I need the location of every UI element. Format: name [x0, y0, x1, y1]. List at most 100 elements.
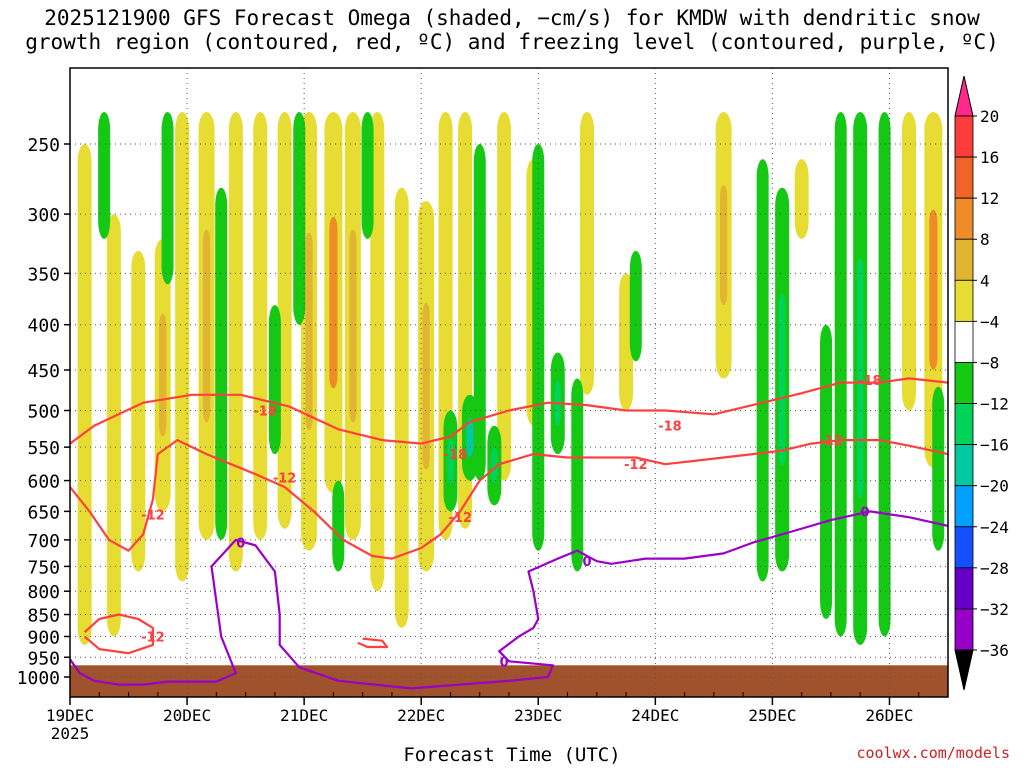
- colorbar-label: −28: [980, 559, 1009, 578]
- x-tick-label: 20DEC: [163, 706, 211, 725]
- contour-line: [411, 510, 948, 690]
- chart-title-line-2: growth region (contoured, red, ºC) and f…: [25, 30, 999, 54]
- upward-omega-band-core: [349, 229, 357, 423]
- y-tick-label: 850: [27, 606, 60, 627]
- colorbar-label: −24: [980, 518, 1009, 537]
- y-tick-label: 500: [27, 402, 60, 423]
- colorbar-label: −36: [980, 641, 1009, 660]
- contour-label: -18: [253, 405, 277, 420]
- contour-label: -12: [448, 511, 472, 526]
- colorbar-bottom-arrow: [954, 649, 974, 691]
- upward-omega-band: [106, 214, 121, 637]
- contour-label: 0: [583, 555, 592, 570]
- y-tick-label: 1000: [17, 668, 60, 689]
- y-tick-label: 750: [27, 557, 60, 578]
- y-tick-label: 300: [27, 205, 60, 226]
- downward-omega-band: [756, 159, 769, 582]
- upward-omega-band-core: [929, 209, 938, 370]
- downward-omega-band: [834, 111, 847, 637]
- upward-omega-band: [580, 111, 595, 395]
- upward-omega-band-core: [202, 229, 211, 423]
- downward-omega-band-core: [491, 447, 498, 484]
- downward-omega-band: [215, 187, 228, 540]
- contour-label: -12: [624, 458, 648, 473]
- colorbar-label: 16: [980, 148, 999, 167]
- upward-omega-band: [277, 111, 292, 529]
- colorbar-segment: [954, 197, 974, 240]
- colorbar-label: 20: [980, 107, 999, 126]
- x-axis: 19DEC 20DEC 21DEC 22DEC 23DEC 24DEC 25DEC 26DEC…: [46, 697, 914, 743]
- upward-omega-band-core: [305, 232, 313, 431]
- downward-omega-band: [932, 386, 945, 551]
- downward-omega-band: [878, 111, 891, 637]
- x-axis-title: Forecast Time (UTC): [403, 744, 621, 766]
- y-tick-label: 700: [27, 531, 60, 552]
- y-tick-label: 950: [27, 648, 60, 669]
- colorbar: 20 16 12 8 4 −4 −8 −12 −16 −20 −24 −28 −32 −36: [954, 75, 1009, 691]
- downward-omega-band: [332, 480, 345, 572]
- contour-line: [70, 538, 412, 690]
- contour-label: -12: [819, 434, 843, 449]
- downward-omega-band-core: [447, 438, 454, 484]
- downward-omega-band: [820, 324, 833, 620]
- colorbar-label: −4: [980, 312, 999, 331]
- y-tick-label: 650: [27, 502, 60, 523]
- source-credit: coolwx.com/models: [856, 744, 1010, 762]
- x-year-label: 2025: [51, 724, 90, 743]
- downward-omega-band: [629, 250, 642, 362]
- chart-title-line-1: 2025121900 GFS Forecast Omega (shaded, −…: [44, 6, 980, 30]
- contour-label: 0: [500, 655, 509, 670]
- upward-omega-band: [901, 111, 916, 411]
- colorbar-label: −20: [980, 477, 1009, 496]
- upward-omega-band: [175, 111, 190, 582]
- colorbar-label: 8: [980, 230, 990, 249]
- y-tick-label: 900: [27, 627, 60, 648]
- downward-omega-band: [161, 111, 174, 285]
- colorbar-label: 12: [980, 189, 999, 208]
- x-tick-label: 24DEC: [631, 706, 679, 725]
- upward-omega-band: [394, 187, 409, 628]
- upward-omega-band-core: [329, 216, 338, 389]
- contour-layer: -18 -18 -18 -18 -12 -12 -12 -12 -12 -12 0 0 0 0: [70, 374, 948, 690]
- x-tick-label: 22DEC: [397, 706, 445, 725]
- downward-omega-band: [571, 378, 584, 572]
- upward-omega-band: [131, 250, 146, 572]
- colorbar-label: −32: [980, 600, 1009, 619]
- upward-omega-band-core: [720, 185, 728, 306]
- contour-label: -12: [141, 508, 165, 523]
- upward-omega-band: [253, 111, 268, 540]
- upward-omega-band: [794, 159, 809, 239]
- y-axis: 2503003504004505005506006507007508008509…: [17, 135, 70, 689]
- contour-line: [70, 439, 948, 560]
- downward-omega-band: [98, 111, 111, 239]
- colorbar-label: 4: [980, 271, 990, 290]
- y-tick-label: 400: [27, 316, 60, 337]
- gridlines: [70, 68, 948, 697]
- colorbar-segment: [954, 238, 974, 281]
- colorbar-top-arrow: [954, 75, 974, 117]
- contour-label: 0: [236, 537, 245, 552]
- colorbar-segment: [954, 526, 974, 569]
- omega-shading-layer: [77, 111, 945, 645]
- downward-omega-band: [473, 144, 486, 481]
- contour-label: -18: [858, 374, 882, 389]
- contour-label: -18: [658, 420, 682, 435]
- contour-label: -12: [141, 630, 165, 645]
- upward-omega-band: [77, 144, 92, 645]
- x-tick-label: 26DEC: [865, 706, 913, 725]
- y-tick-label: 800: [27, 582, 60, 603]
- y-tick-label: 600: [27, 472, 60, 493]
- contour-line: [357, 637, 389, 649]
- x-tick-label: 19DEC: [46, 706, 94, 725]
- x-tick-label: 21DEC: [280, 706, 328, 725]
- downward-omega-band: [293, 111, 306, 325]
- upward-omega-band: [619, 273, 634, 411]
- colorbar-segment: [954, 279, 974, 322]
- x-tick-label: 23DEC: [514, 706, 562, 725]
- colorbar-segment: [954, 156, 974, 199]
- y-tick-label: 250: [27, 135, 60, 156]
- colorbar-segment: [954, 320, 974, 363]
- contour-label: 0: [861, 505, 870, 520]
- colorbar-segment: [954, 485, 974, 528]
